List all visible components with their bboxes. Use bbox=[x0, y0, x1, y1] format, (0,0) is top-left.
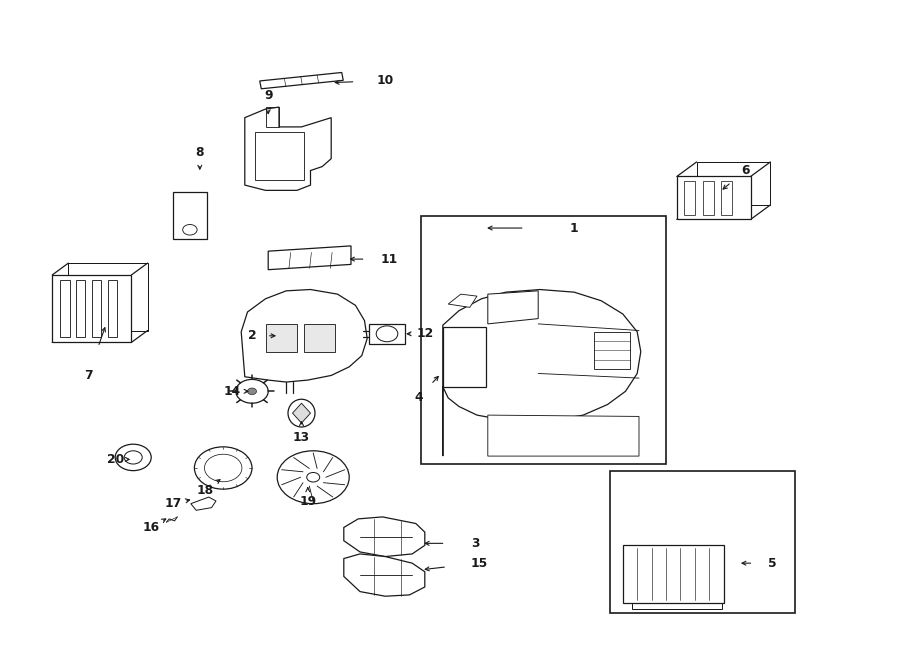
Polygon shape bbox=[684, 180, 695, 215]
Polygon shape bbox=[488, 291, 538, 324]
Text: 19: 19 bbox=[299, 494, 317, 508]
Text: 13: 13 bbox=[292, 431, 310, 444]
Polygon shape bbox=[60, 280, 69, 337]
Text: 4: 4 bbox=[414, 391, 423, 405]
Bar bbox=[623, 545, 724, 603]
Polygon shape bbox=[488, 415, 639, 456]
Polygon shape bbox=[448, 294, 477, 307]
Text: 15: 15 bbox=[470, 557, 488, 570]
Text: 20: 20 bbox=[106, 453, 124, 466]
Polygon shape bbox=[92, 280, 102, 337]
Polygon shape bbox=[68, 263, 148, 330]
Circle shape bbox=[183, 225, 197, 235]
Polygon shape bbox=[108, 280, 117, 337]
Text: 6: 6 bbox=[741, 164, 750, 177]
Bar bbox=[632, 557, 722, 609]
Text: 12: 12 bbox=[416, 327, 434, 340]
Circle shape bbox=[115, 444, 151, 471]
Bar bbox=[421, 216, 666, 464]
Polygon shape bbox=[268, 246, 351, 270]
Bar bbox=[610, 471, 795, 613]
Polygon shape bbox=[292, 403, 310, 423]
Text: 9: 9 bbox=[264, 89, 273, 102]
Polygon shape bbox=[721, 180, 733, 215]
Circle shape bbox=[236, 379, 268, 403]
Circle shape bbox=[194, 447, 252, 489]
Polygon shape bbox=[173, 192, 207, 239]
Bar bbox=[443, 327, 486, 387]
Text: 16: 16 bbox=[142, 521, 160, 534]
Polygon shape bbox=[697, 162, 770, 205]
Circle shape bbox=[277, 451, 349, 504]
Polygon shape bbox=[594, 332, 630, 369]
Text: 17: 17 bbox=[164, 497, 182, 510]
Ellipse shape bbox=[288, 399, 315, 427]
Polygon shape bbox=[369, 324, 405, 344]
Polygon shape bbox=[245, 107, 331, 190]
Polygon shape bbox=[76, 280, 86, 337]
Text: 2: 2 bbox=[248, 329, 256, 342]
Polygon shape bbox=[703, 180, 714, 215]
Circle shape bbox=[124, 451, 142, 464]
Polygon shape bbox=[443, 290, 641, 456]
Polygon shape bbox=[344, 517, 425, 557]
Text: 10: 10 bbox=[376, 74, 394, 87]
Text: 18: 18 bbox=[196, 484, 214, 497]
Polygon shape bbox=[52, 275, 131, 342]
Circle shape bbox=[307, 473, 320, 482]
Polygon shape bbox=[260, 73, 343, 89]
Polygon shape bbox=[191, 497, 216, 510]
Circle shape bbox=[376, 326, 398, 342]
Text: 3: 3 bbox=[471, 537, 480, 550]
Polygon shape bbox=[304, 324, 335, 352]
Text: 1: 1 bbox=[570, 221, 579, 235]
Text: 5: 5 bbox=[768, 557, 777, 570]
Circle shape bbox=[248, 388, 256, 395]
Polygon shape bbox=[266, 324, 297, 352]
Polygon shape bbox=[241, 290, 367, 382]
Polygon shape bbox=[344, 554, 425, 596]
Text: 7: 7 bbox=[84, 369, 93, 382]
Text: 14: 14 bbox=[223, 385, 241, 398]
Text: 8: 8 bbox=[195, 145, 204, 159]
Text: 11: 11 bbox=[380, 253, 398, 266]
Polygon shape bbox=[677, 176, 751, 219]
